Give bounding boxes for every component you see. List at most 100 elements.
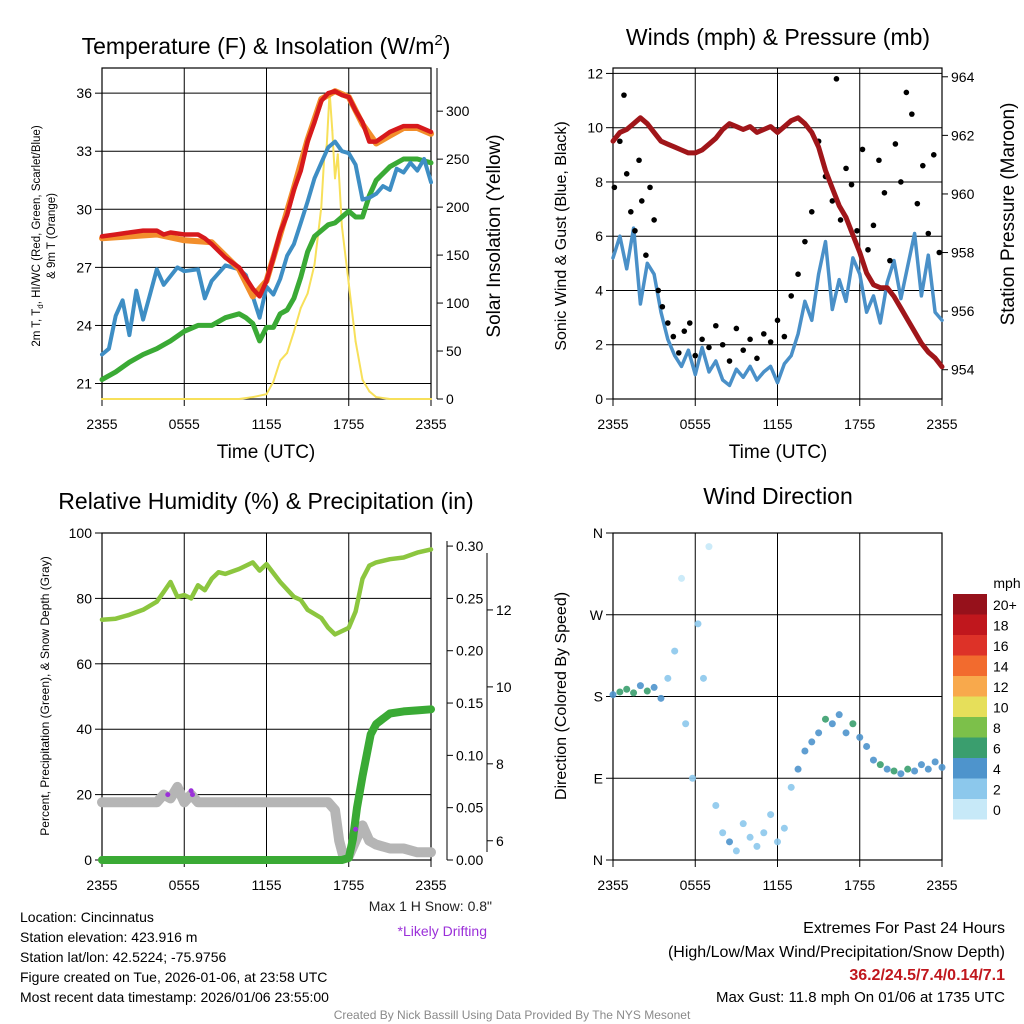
windchill-line-point — [408, 161, 413, 165]
temperature-line-point — [388, 130, 392, 134]
t9m-line-point — [126, 233, 132, 239]
x-tick-label: 0555 — [169, 416, 200, 432]
dewpoint-line-point — [278, 311, 283, 316]
precip-line-point — [363, 752, 370, 759]
rh-line-point — [278, 580, 283, 584]
direction-point — [609, 691, 617, 699]
gust-point — [623, 171, 630, 177]
rh-line-point — [182, 593, 187, 598]
windchill-line-point — [360, 197, 365, 202]
direction-point — [801, 747, 809, 755]
rh-line-point — [292, 594, 296, 599]
gust-point — [936, 249, 943, 256]
rh-line-point — [367, 563, 372, 568]
temperature-line-point — [326, 91, 331, 96]
sonic-wind-line-point — [638, 302, 642, 306]
dewpoint-line-point — [257, 338, 262, 344]
x-tick-label: 2355 — [926, 877, 957, 893]
rh-line-point — [264, 562, 269, 566]
x-tick-label: 1155 — [762, 416, 792, 432]
rh-line-point — [415, 550, 420, 555]
windchill-line-point — [333, 139, 337, 144]
solar-line-point — [430, 398, 432, 400]
precip-line-point — [413, 707, 421, 714]
direction-point — [917, 761, 925, 769]
drifting-point — [353, 826, 359, 832]
direction-point — [849, 720, 857, 728]
rh-line-point — [196, 583, 200, 588]
y-tick-label: 20 — [76, 787, 92, 803]
pressure-line-point — [837, 203, 842, 208]
wind-ylabel-right: Station Pressure (Maroon) — [998, 103, 1019, 326]
x-tick-label: 1755 — [844, 877, 875, 893]
solar-line-point — [331, 129, 334, 132]
rh-line-point — [100, 617, 104, 622]
solar-line-point — [313, 263, 316, 266]
direction-point — [842, 729, 850, 737]
x-tick-label: 1755 — [333, 416, 364, 432]
temperature-line-point — [127, 230, 132, 235]
temperature-line-point — [319, 99, 324, 103]
temperature-line-point — [401, 124, 406, 128]
sonic-wind-line-point — [913, 232, 917, 235]
direction-point — [664, 674, 672, 682]
direction-point — [856, 733, 864, 741]
y-tick-label-right: 962 — [951, 127, 975, 143]
windchill-line-point — [107, 347, 111, 351]
windchill-line-point — [182, 269, 186, 273]
rh-ylabel-left: Percent, Precipitation (Green), & Snow D… — [38, 556, 52, 835]
lat-lon: Station lat/lon: 42.5224; -75.9756 — [20, 949, 227, 965]
gust-point — [808, 208, 815, 215]
solar-line-point — [286, 351, 289, 354]
rh-line-point — [250, 560, 255, 565]
sonic-wind-line-point — [769, 364, 773, 368]
pressure-line-point — [898, 306, 903, 311]
y-tick-label-right: 0.25 — [456, 590, 483, 606]
temperature-line-point — [209, 242, 214, 247]
sonic-wind-line-point — [803, 299, 807, 303]
plot-frame — [101, 67, 432, 400]
sonic-wind-line-point — [625, 267, 629, 271]
direction-point — [694, 620, 702, 628]
sonic-wind-line-point — [659, 310, 663, 314]
sonic-wind-line-point — [755, 378, 759, 382]
windchill-line-point — [388, 188, 392, 192]
gust-point — [876, 157, 882, 164]
direction-point — [630, 689, 638, 697]
direction-point — [815, 729, 823, 737]
gust-point — [636, 157, 642, 164]
solar-line-point — [388, 398, 391, 400]
temp-panel-title: Temperature (F) & Insolation (W/m2) — [82, 32, 451, 59]
pressure-line-point — [857, 250, 862, 255]
sonic-wind-line-point — [796, 332, 800, 336]
pressure-line-point — [843, 215, 849, 220]
gust-point — [638, 198, 645, 204]
drifting-point — [189, 792, 195, 798]
rh-line-point — [326, 625, 331, 630]
gust-point — [665, 320, 671, 326]
colorbar-swatch — [953, 778, 987, 799]
precip-line-point — [98, 856, 106, 864]
pressure-line-point — [693, 150, 698, 156]
windchill-line-point — [312, 176, 317, 180]
legend-title: mph — [993, 575, 1020, 591]
colorbar-swatch — [953, 737, 987, 758]
windchill-line-point — [100, 352, 104, 357]
sonic-wind-line-point — [748, 364, 752, 368]
y-tick-label: 24 — [76, 317, 92, 333]
direction-point — [897, 770, 905, 778]
sonic-wind-line-point — [851, 256, 855, 260]
extremes-values: 36.2/24.5/7.4/0.14/7.1 — [849, 967, 1005, 984]
y-tick-label: 12 — [587, 65, 603, 81]
snow-depth-line-point — [399, 844, 408, 853]
windchill-line-point — [381, 184, 385, 188]
y-tick-label-right: 150 — [446, 247, 470, 263]
pressure-line-point — [672, 145, 677, 150]
sonic-wind-line-point — [666, 337, 670, 341]
colorbar-label: 18 — [993, 618, 1009, 634]
sonic-wind-line-point — [789, 354, 793, 358]
colorbar-swatch — [953, 635, 987, 656]
colorbar-label: 20+ — [993, 597, 1017, 613]
gust-point — [833, 76, 840, 82]
wind-ylabel-left: Sonic Wind & Gust (Blue, Black) — [553, 121, 570, 350]
